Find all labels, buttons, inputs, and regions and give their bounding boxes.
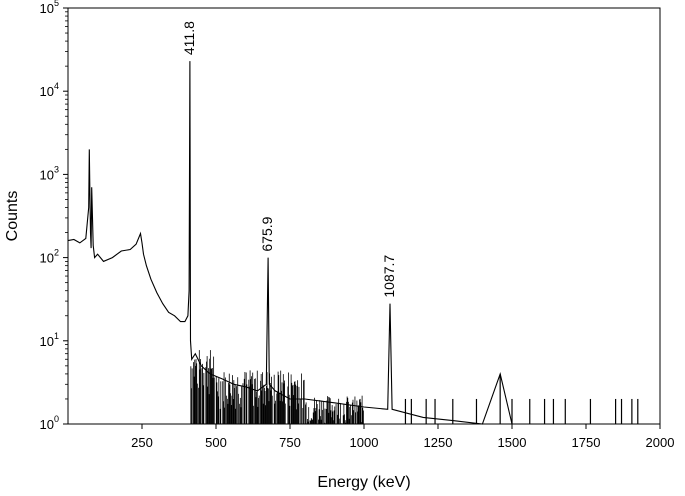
plot-area	[67, 61, 639, 425]
x-tick-label: 1500	[498, 435, 527, 450]
peak-label: 1087.7	[381, 255, 397, 298]
x-axis-title: Energy (keV)	[317, 474, 410, 491]
x-tick-label: 1750	[572, 435, 601, 450]
x-tick-label: 1000	[350, 435, 379, 450]
x-tick-label: 2000	[646, 435, 675, 450]
peak-label: 411.8	[181, 21, 197, 55]
x-tick-label: 750	[279, 435, 301, 450]
spectrum-line	[67, 61, 637, 425]
x-tick-label: 500	[205, 435, 227, 450]
y-axis-title: Counts	[4, 191, 21, 242]
y-tick-label: 103	[40, 164, 59, 182]
y-tick-label: 102	[40, 248, 59, 266]
peak-label: 675.9	[259, 216, 275, 251]
y-tick-label: 101	[40, 331, 59, 349]
plot-frame	[67, 7, 661, 425]
y-tick-label: 105	[40, 0, 59, 16]
y-tick-label: 100	[40, 414, 59, 432]
axes: 250 500 750 1000 1250 1500 1750 2000 100 101 102 10…	[40, 0, 675, 450]
x-tick-label: 1250	[424, 435, 453, 450]
x-tick-label: 250	[131, 435, 153, 450]
labels: Energy (keV) Counts 411.8 675.9 1087.7	[4, 21, 411, 491]
y-tick-label: 104	[40, 81, 59, 99]
